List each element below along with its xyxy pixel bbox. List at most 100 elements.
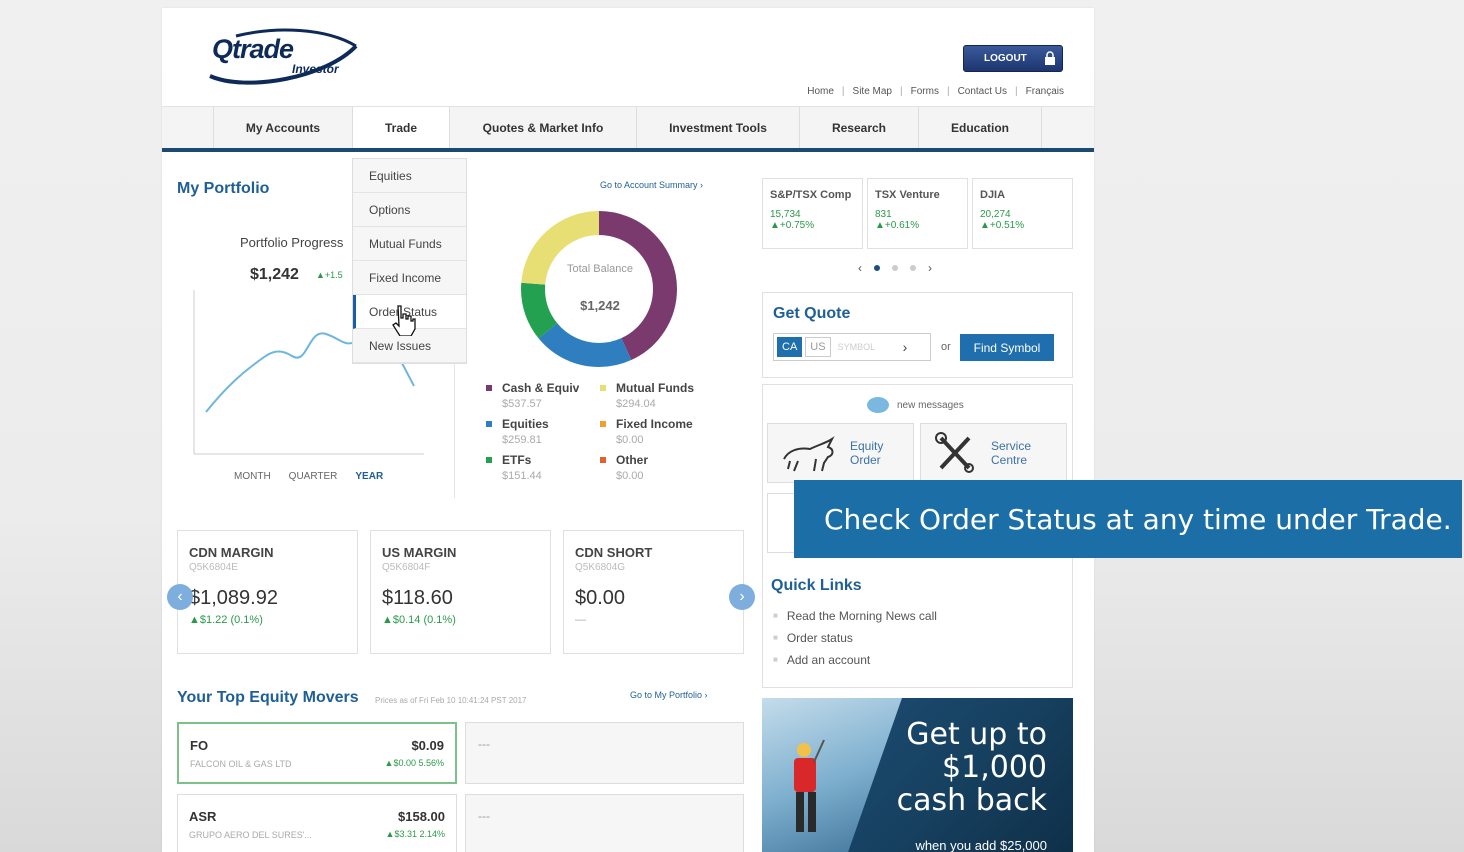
accounts-next-button[interactable]: › bbox=[729, 584, 755, 610]
quick-link-morning-news[interactable]: Read the Morning News call bbox=[773, 605, 937, 627]
tools-icon bbox=[935, 432, 974, 473]
donut-slice-mutual-funds bbox=[521, 211, 677, 367]
mover-card-empty: --- bbox=[465, 722, 744, 784]
link-contact-us[interactable]: Contact Us bbox=[957, 86, 1008, 97]
range-month[interactable]: MONTH bbox=[234, 471, 271, 482]
my-portfolio-title: My Portfolio bbox=[177, 180, 270, 197]
bull-icon bbox=[783, 436, 835, 472]
menu-item-new-issues[interactable]: New Issues bbox=[353, 329, 466, 363]
market-toggle-ca[interactable]: CA bbox=[777, 337, 803, 357]
quick-links-list: Read the Morning News call Order status … bbox=[773, 605, 937, 671]
promo-headline: Get up to $1,000 cash back bbox=[896, 717, 1047, 818]
utility-links: Home | Site Map | Forms | Contact Us | Franç… bbox=[807, 86, 1064, 97]
index-card-tsx-comp[interactable]: S&P/TSX Comp 15,734 ▲+0.75% bbox=[762, 178, 863, 249]
index-card-djia[interactable]: DJIA 20,274 ▲+0.51% bbox=[972, 178, 1073, 249]
range-year[interactable]: YEAR bbox=[355, 471, 384, 482]
symbol-input[interactable]: SYMBOL bbox=[837, 342, 876, 352]
carousel-dot[interactable] bbox=[874, 265, 880, 271]
range-quarter[interactable]: QUARTER bbox=[288, 471, 338, 482]
link-site-map[interactable]: Site Map bbox=[852, 86, 892, 97]
legend-etfs: ETFs $151.44 bbox=[484, 452, 598, 484]
legend-fixed-income: Fixed Income $0.00 bbox=[598, 416, 718, 448]
get-quote-title: Get Quote bbox=[773, 305, 851, 322]
qtrade-logo[interactable]: Qtrade Investor bbox=[206, 28, 366, 88]
legend-equities: Equities $259.81 bbox=[484, 416, 598, 448]
go-to-my-portfolio-link[interactable]: Go to My Portfolio › bbox=[630, 690, 708, 700]
link-francais[interactable]: Français bbox=[1025, 86, 1064, 97]
market-indices: S&P/TSX Comp 15,734 ▲+0.75% TSX Venture 831… bbox=[762, 178, 1073, 249]
legend-mutual-funds: Mutual Funds $294.04 bbox=[598, 380, 718, 412]
top-equity-movers-title: Your Top Equity Movers bbox=[177, 689, 359, 706]
hand-cursor-icon bbox=[392, 305, 416, 336]
chevron-right-icon[interactable]: › bbox=[928, 261, 932, 275]
chat-bubble-icon bbox=[867, 397, 889, 413]
nav-investment-tools[interactable]: Investment Tools bbox=[637, 107, 800, 148]
donut-center-value: $1,242 bbox=[580, 298, 620, 313]
mover-card-empty: --- bbox=[465, 794, 744, 852]
carousel-dot[interactable] bbox=[910, 265, 916, 271]
document-tile[interactable] bbox=[767, 493, 797, 553]
go-to-account-summary-link[interactable]: Go to Account Summary › bbox=[600, 180, 704, 190]
accounts-prev-button[interactable]: ‹ bbox=[167, 584, 193, 610]
account-card-cdn-short[interactable]: CDN SHORT Q5K6804G $0.00— bbox=[563, 530, 744, 654]
logout-button[interactable]: LOGOUT bbox=[963, 45, 1063, 72]
nav-education[interactable]: Education bbox=[919, 107, 1042, 148]
legend-cash-equiv: Cash & Equiv $537.57 bbox=[484, 380, 598, 412]
logo-swoosh-icon bbox=[209, 28, 358, 85]
chevron-left-icon[interactable]: ‹ bbox=[858, 261, 862, 275]
nav-trade[interactable]: Trade bbox=[353, 107, 450, 148]
logo-name: Qtrade bbox=[212, 34, 294, 64]
balance-donut-chart bbox=[521, 211, 677, 367]
chevron-right-icon: › bbox=[739, 588, 745, 605]
portfolio-progress-label: Portfolio Progress bbox=[240, 235, 344, 250]
portfolio-progress-value: $1,242 bbox=[250, 266, 299, 283]
link-home[interactable]: Home bbox=[807, 86, 834, 97]
carousel-dot[interactable] bbox=[892, 265, 898, 271]
logout-label: LOGOUT bbox=[984, 53, 1027, 64]
donut-slice-equities bbox=[521, 211, 677, 367]
menu-item-fixed-income[interactable]: Fixed Income bbox=[353, 261, 466, 295]
market-toggle-us[interactable]: US bbox=[805, 337, 831, 357]
account-card-us-margin[interactable]: US MARGIN Q5K6804F $118.60 ▲$0.14 (0.1%) bbox=[370, 530, 551, 654]
quick-link-order-status[interactable]: Order status bbox=[773, 627, 937, 649]
menu-item-equities[interactable]: Equities bbox=[353, 159, 466, 193]
promo-subtext: when you add $25,000 bbox=[915, 838, 1047, 852]
legend-other: Other $0.00 bbox=[598, 452, 718, 484]
nav-my-accounts[interactable]: My Accounts bbox=[214, 107, 353, 148]
mover-card-fo[interactable]: FO FALCON OIL & GAS LTD $0.09 ▲$0.00 5.5… bbox=[177, 722, 457, 784]
get-quote-panel: Get Quote CA US SYMBOL › or Find Symbol bbox=[762, 292, 1073, 378]
donut-center-label: Total Balance bbox=[566, 263, 634, 275]
index-card-tsx-venture[interactable]: TSX Venture 831 ▲+0.61% bbox=[867, 178, 968, 249]
cash-back-promo-banner[interactable]: Get up to $1,000 cash back when you add … bbox=[762, 698, 1073, 852]
quick-link-add-account[interactable]: Add an account bbox=[773, 649, 937, 671]
logo-subtitle: Investor bbox=[292, 62, 339, 76]
chevron-right-icon[interactable]: › bbox=[902, 339, 908, 355]
messages-panel: new messages Equity Order Service Centre Q… bbox=[762, 384, 1073, 688]
mover-card-asr[interactable]: ASR GRUPO AERO DEL SURES'... $158.00 ▲$3… bbox=[177, 794, 457, 852]
menu-item-options[interactable]: Options bbox=[353, 193, 466, 227]
nav-research[interactable]: Research bbox=[800, 107, 919, 148]
indices-carousel-controls: ‹ › bbox=[858, 261, 932, 275]
service-centre-tile[interactable]: Service Centre bbox=[920, 423, 1067, 483]
link-forms[interactable]: Forms bbox=[910, 86, 939, 97]
climber-figure bbox=[794, 739, 825, 832]
chevron-left-icon: ‹ bbox=[177, 588, 183, 605]
tutorial-caption-banner: Check Order Status at any time under Tra… bbox=[794, 480, 1462, 558]
account-card-cdn-margin[interactable]: CDN MARGIN Q5K6804E $1,089.92 ▲$1.22 (0.1%… bbox=[177, 530, 358, 654]
quick-links-title: Quick Links bbox=[771, 577, 862, 594]
nav-quotes-market-info[interactable]: Quotes & Market Info bbox=[450, 107, 637, 148]
portfolio-progress-change: ▲+1.5 bbox=[316, 270, 343, 280]
quote-input-group: CA US SYMBOL › bbox=[773, 333, 931, 361]
allocation-legend: Cash & Equiv $537.57 Mutual Funds $294.04 … bbox=[484, 380, 724, 484]
qtrade-page: Qtrade Investor LOGOUT Home | Site Map | F… bbox=[162, 8, 1094, 852]
lock-icon bbox=[1045, 51, 1055, 65]
find-symbol-button[interactable]: Find Symbol bbox=[960, 334, 1054, 361]
donut-slice-etfs bbox=[521, 211, 677, 367]
new-messages-link[interactable]: new messages bbox=[867, 397, 964, 413]
movers-timestamp: Prices as of Fri Feb 10 10:41:24 PST 201… bbox=[375, 696, 527, 705]
range-tabs: MONTH QUARTER YEAR bbox=[234, 471, 383, 482]
account-cards: CDN MARGIN Q5K6804E $1,089.92 ▲$1.22 (0.1%… bbox=[177, 530, 744, 654]
equity-order-tile[interactable]: Equity Order bbox=[767, 423, 914, 483]
main-nav: My Accounts Trade Quotes & Market Info I… bbox=[162, 106, 1094, 152]
menu-item-mutual-funds[interactable]: Mutual Funds bbox=[353, 227, 466, 261]
